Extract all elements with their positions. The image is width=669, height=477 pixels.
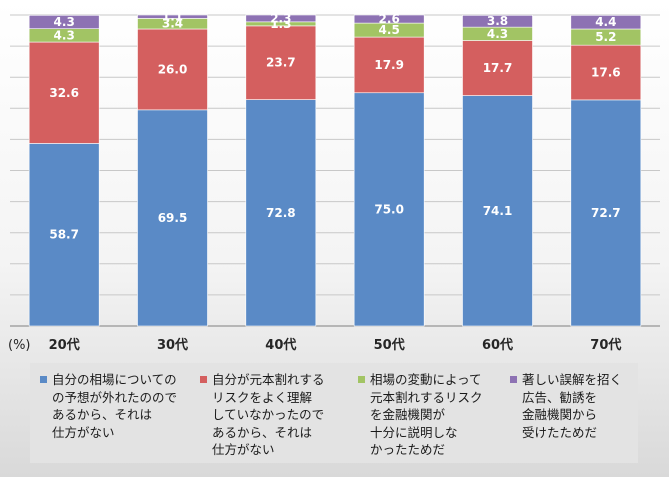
legend-swatch-purple [510,376,517,383]
data-label: 4.3 [487,27,508,41]
x-tick-label: 20代 [49,337,80,353]
data-label: 1.1 [162,10,183,24]
data-label: 26.0 [158,62,188,76]
bar-segment [570,15,642,30]
data-label: 4.3 [54,28,75,42]
x-tick-label: 40代 [265,337,296,353]
bar-segment [245,99,317,327]
stacked-bar-chart: 58.732.64.34.320代69.526.03.41.130代72.823… [8,10,660,353]
data-label: 17.9 [374,58,404,72]
data-label: 3.4 [162,17,183,31]
data-label: 69.5 [158,211,188,225]
legend: 自分の相場についての の予想が外れたのので あるから、それは 仕方がない 自分が… [30,363,638,463]
x-tick-label: 60代 [482,337,513,353]
bar-segment [137,109,208,327]
legend-swatch-green [358,376,365,383]
data-label: 17.6 [591,66,621,80]
legend-item-insufficient-explanation: 相場の変動によって 元本割れするリスク を金融機関が 十分に説明しな かったため… [358,371,483,459]
data-label: 58.7 [49,228,79,242]
data-label: 4.5 [379,23,400,37]
data-label: 23.7 [266,56,296,70]
legend-label: 著しい誤解を招く 広告、勧誘を 金融機関から 受けたためだ [522,372,623,440]
data-label: 32.6 [49,86,79,100]
legend-item-misleading-advertising: 著しい誤解を招く 広告、勧誘を 金融機関から 受けたためだ [510,371,622,441]
data-label: 3.8 [487,14,508,28]
data-label: 2.3 [270,11,291,25]
data-label: 4.3 [54,15,75,29]
bar-segment [28,15,100,29]
bar-segment [353,14,425,24]
data-label: 74.1 [483,204,513,218]
data-label: 72.8 [266,206,296,220]
y-axis-unit-label: (%) [8,338,31,353]
bar-segment [137,28,208,111]
x-tick-label: 30代 [157,337,188,353]
x-tick-label: 50代 [374,337,405,353]
data-label: 5.2 [595,30,616,44]
bar-segment [570,99,642,327]
legend-label: 自分が元本割れする リスクをよく理解 していなかったので あるから、それは 仕方… [212,372,325,457]
legend-item-misjudged-forecast: 自分の相場についての の予想が外れたのので あるから、それは 仕方がない [40,371,177,441]
bar-segment [137,14,208,19]
bar-segment [353,92,425,327]
legend-label: 相場の変動によって 元本割れするリスク を金融機関が 十分に説明しな かったため… [370,372,483,457]
bar-segment [353,36,425,94]
bar-segment [28,143,100,327]
x-tick-label: 70代 [590,337,621,353]
legend-swatch-red [200,376,207,383]
data-label: 2.6 [379,12,400,26]
bar-segment [570,44,642,101]
data-label: 17.7 [483,61,513,75]
legend-item-did-not-understand-risk: 自分が元本割れする リスクをよく理解 していなかったので あるから、それは 仕方… [200,371,325,459]
bar-segment [462,40,533,96]
legend-swatch-blue [40,376,47,383]
bar-segment [245,14,317,23]
legend-label: 自分の相場についての の予想が外れたのので あるから、それは 仕方がない [52,372,178,440]
data-label: 75.0 [374,202,404,216]
bar-segment [462,95,533,327]
data-label: 4.4 [595,15,616,29]
data-label: 72.7 [591,206,621,220]
bar-segment [245,25,317,100]
bar-segment [462,15,533,28]
bar-segment [28,41,100,144]
